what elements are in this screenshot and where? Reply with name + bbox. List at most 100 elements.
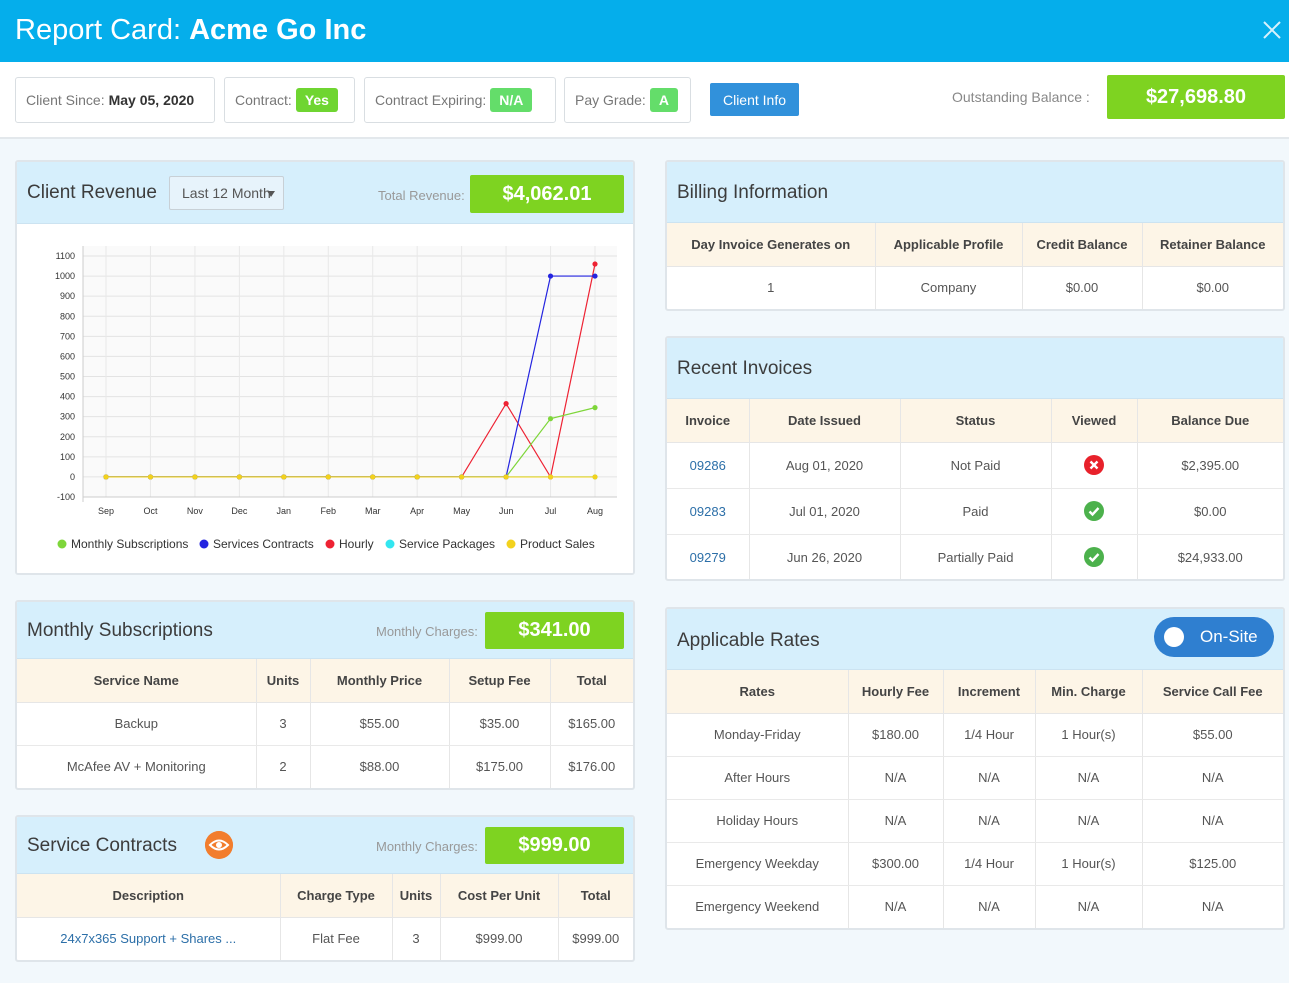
client-info-button[interactable]: Client Info [710, 83, 799, 116]
y-tick-label: 1100 [56, 251, 75, 261]
column-header: Status [900, 399, 1052, 443]
contracts-charges-value: $999.00 [485, 827, 624, 864]
column-header: Day Invoice Generates on [667, 223, 876, 267]
period-dropdown[interactable]: Last 12 Month [169, 176, 284, 210]
monthly-subscriptions-title: Monthly Subscriptions [27, 620, 213, 641]
y-tick-label: 500 [60, 372, 75, 382]
service-contracts-header: Service Contracts Monthly Charges: $999.… [17, 817, 633, 874]
data-point [459, 474, 465, 480]
y-tick-label: 1000 [55, 271, 75, 281]
table-cell: 1 Hour(s) [1035, 713, 1143, 757]
data-point [503, 474, 509, 480]
monthly-subscriptions-header: Monthly Subscriptions Monthly Charges: $… [17, 602, 633, 659]
x-tick-label: Mar [365, 506, 381, 516]
legend-dot [57, 539, 67, 549]
summary-bar: Client Since: May 05, 2020 Contract: Yes… [0, 62, 1289, 139]
x-tick-label: Jul [545, 506, 557, 516]
contract-chip: Contract: Yes [224, 77, 355, 123]
table-cell: Aug 01, 2020 [749, 442, 901, 489]
column-header: Service Name [17, 659, 257, 703]
data-point [192, 474, 198, 480]
contract-description-link[interactable]: 24x7x365 Support + Shares ... [17, 917, 281, 960]
data-point [592, 405, 598, 411]
y-tick-label: 400 [60, 392, 75, 402]
viewed-cell [1051, 534, 1138, 579]
table-cell: $0.00 [1022, 266, 1143, 309]
table-row: Holiday Hours N/A N/A N/A N/A [667, 799, 1283, 843]
total-revenue-label: Total Revenue: [378, 188, 465, 203]
client-since-chip: Client Since: May 05, 2020 [15, 77, 215, 123]
table-cell: Emergency Weekday [667, 842, 849, 886]
recent-invoices-title: Recent Invoices [677, 358, 813, 379]
invoice-link[interactable]: 09283 [667, 488, 750, 535]
toggle-knob [1164, 627, 1184, 647]
recent-invoices-header: Recent Invoices [667, 338, 1283, 399]
table-cell: $300.00 [848, 842, 944, 886]
toggle-label: On-Site [1200, 627, 1258, 646]
column-header: Date Issued [749, 399, 901, 443]
table-cell: N/A [943, 799, 1036, 843]
column-header: Rates [667, 670, 849, 714]
service-contracts-panel: Service Contracts Monthly Charges: $999.… [15, 815, 635, 962]
close-icon[interactable] [1259, 17, 1285, 43]
column-header: Description [17, 874, 281, 918]
table-cell: $2,395.00 [1137, 442, 1283, 489]
table-cell: Backup [17, 702, 257, 746]
data-point [236, 474, 242, 480]
legend-dot [325, 539, 335, 549]
table-cell: Flat Fee [280, 917, 393, 960]
table-cell: $180.00 [848, 713, 944, 757]
table-cell: 1 Hour(s) [1035, 842, 1143, 886]
column-header: Hourly Fee [848, 670, 944, 714]
recent-invoices-panel: Recent Invoices Invoice Date Issued Stat… [665, 336, 1285, 581]
applicable-rates-header: Applicable Rates On-Site [667, 609, 1283, 670]
y-tick-label: 300 [60, 412, 75, 422]
column-header: Retainer Balance [1142, 223, 1283, 267]
column-header: Invoice [667, 399, 750, 443]
column-header: Balance Due [1137, 399, 1283, 443]
data-point [281, 474, 287, 480]
invoice-link[interactable]: 09286 [667, 442, 750, 489]
column-header: Increment [943, 670, 1036, 714]
on-site-toggle[interactable]: On-Site [1154, 617, 1274, 657]
table-cell: 1/4 Hour [943, 842, 1036, 886]
x-tick-label: Sep [98, 506, 114, 516]
service-contracts-title: Service Contracts [27, 835, 177, 856]
column-header: Units [392, 874, 441, 918]
table-cell: N/A [848, 885, 944, 928]
legend-dot [385, 539, 395, 549]
monthly-charges-value: $341.00 [485, 612, 624, 649]
contract-badge: Yes [295, 88, 338, 112]
client-revenue-title: Client Revenue [27, 182, 157, 203]
data-point [592, 273, 598, 279]
table-cell: N/A [1142, 799, 1283, 843]
client-name: Acme Go Inc [189, 14, 367, 46]
contract-expiring-badge: N/A [490, 88, 533, 112]
service-contracts-table: Description Charge Type Units Cost Per U… [17, 874, 633, 960]
y-tick-label: 100 [60, 452, 75, 462]
table-row: Monday-Friday $180.00 1/4 Hour 1 Hour(s)… [667, 713, 1283, 757]
invoices-table: Invoice Date Issued Status Viewed Balanc… [667, 399, 1283, 579]
table-cell: N/A [943, 885, 1036, 928]
applicable-rates-title: Applicable Rates [677, 630, 820, 651]
pay-grade-label: Pay Grade: [575, 92, 646, 108]
legend-label: Services Contracts [213, 537, 314, 551]
column-header: Credit Balance [1022, 223, 1143, 267]
y-tick-label: 0 [70, 472, 75, 482]
x-tick-label: Apr [410, 506, 424, 516]
viewed-cell [1051, 442, 1138, 489]
table-cell: After Hours [667, 756, 849, 800]
column-header: Total [550, 659, 633, 703]
data-point [414, 474, 420, 480]
period-dropdown-value: Last 12 Month [182, 185, 271, 201]
invoice-link[interactable]: 09279 [667, 534, 750, 579]
client-revenue-header: Client Revenue Last 12 Month Total Reven… [17, 162, 633, 224]
legend-label: Service Packages [399, 537, 495, 551]
contracts-charges-label: Monthly Charges: [376, 839, 478, 854]
invoices-header-row: Invoice Date Issued Status Viewed Balanc… [667, 399, 1283, 443]
contract-expiring-chip: Contract Expiring: N/A [364, 77, 556, 123]
table-row: Emergency Weekend N/A N/A N/A N/A [667, 885, 1283, 928]
x-tick-label: May [453, 506, 471, 516]
eye-icon[interactable] [205, 831, 233, 859]
column-header: Units [256, 659, 311, 703]
